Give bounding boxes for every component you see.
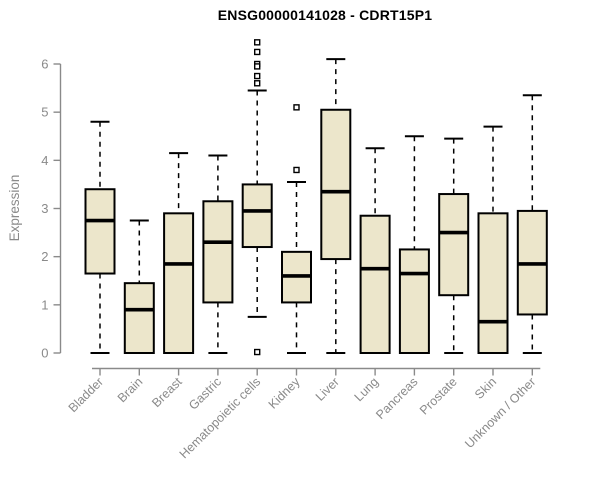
x-category-label: Lung [352,375,382,405]
x-category-label: Breast [149,374,185,410]
y-tick-label: 6 [41,57,48,72]
outlier-point [253,80,261,87]
x-category-label: Unknown / Other [462,375,538,451]
x-category-label: Pancreas [373,375,420,422]
boxplot-box [359,214,391,354]
boxplot-box [202,200,234,304]
x-category-label: Skin [472,375,499,402]
x-category-label: Bladder [66,375,106,415]
y-tick-label: 1 [41,297,48,312]
outlier-point [253,72,261,80]
chart-title: ENSG00000141028 - CDRT15P1 [217,7,433,23]
x-category-label: Liver [313,375,342,404]
x-category-label: Gastric [186,375,224,413]
outlier-point [293,166,300,174]
y-tick-label: 4 [41,153,48,168]
boxplot-box [477,212,509,354]
y-tick-label: 0 [41,346,48,361]
outlier-point [253,39,261,46]
x-category-label: Kidney [266,374,303,411]
outlier-point [293,104,300,111]
boxplot-box [398,248,430,354]
boxplot-box [241,183,273,249]
y-tick-label: 2 [41,249,48,264]
boxplot-box [320,108,352,261]
outlier-point [253,48,261,56]
boxplot-box [163,212,195,354]
boxplot-box [123,282,155,354]
x-category-label: Brain [115,375,146,406]
boxplot-box [84,188,116,275]
outlier-point [253,348,261,356]
outlier-point [253,63,261,70]
y-axis-label: Expression [7,174,22,242]
boxplot-box [438,193,470,297]
x-category-label: Prostate [417,375,460,418]
y-tick-label: 3 [41,201,48,216]
y-tick-label: 5 [41,105,48,120]
